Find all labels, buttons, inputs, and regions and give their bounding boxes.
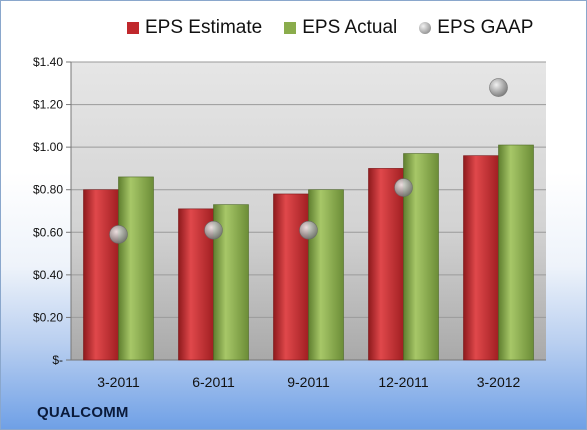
point-eps-gaap (204, 220, 223, 240)
y-tick-label: $- (52, 353, 63, 367)
x-tick-label: 3-2012 (477, 374, 521, 390)
legend-item-gaap: EPS GAAP (419, 17, 533, 39)
x-tick-label: 12-2011 (378, 374, 429, 390)
y-tick-label: $0.40 (33, 268, 63, 282)
point-eps-gaap (489, 78, 508, 97)
point-eps-gaap (109, 225, 128, 244)
y-tick-label: $1.00 (33, 140, 63, 154)
y-tick-label: $0.60 (33, 225, 63, 239)
gaap-marker-icon (419, 22, 432, 34)
actual-swatch-icon (284, 22, 297, 34)
bar-eps-actual (308, 189, 344, 361)
legend-item-actual: EPS Actual (284, 17, 397, 39)
y-tick-label: $0.80 (33, 183, 63, 197)
legend-label-estimate: EPS Estimate (145, 17, 263, 38)
bar-eps-estimate (368, 168, 404, 361)
bar-eps-estimate (463, 155, 499, 361)
legend-label-actual: EPS Actual (302, 17, 398, 38)
legend: EPS Estimate EPS Actual EPS GAAP (127, 17, 555, 39)
bar-eps-actual (118, 176, 154, 361)
bar-eps-estimate (83, 189, 119, 361)
estimate-swatch-icon (127, 22, 139, 34)
bar-eps-estimate (273, 193, 309, 361)
x-tick-label: 3-2011 (97, 374, 140, 390)
x-tick-label: 9-2011 (287, 374, 330, 390)
y-tick-label: $0.20 (33, 310, 63, 324)
company-label: QUALCOMM (37, 404, 129, 421)
legend-label-gaap: EPS GAAP (437, 17, 534, 38)
bar-eps-actual (498, 144, 534, 361)
x-tick-label: 6-2011 (192, 374, 235, 390)
point-eps-gaap (299, 220, 318, 240)
legend-item-estimate: EPS Estimate (127, 17, 262, 39)
point-eps-gaap (394, 178, 413, 197)
y-tick-label: $1.20 (33, 98, 63, 112)
y-tick-label: $1.40 (33, 55, 63, 69)
